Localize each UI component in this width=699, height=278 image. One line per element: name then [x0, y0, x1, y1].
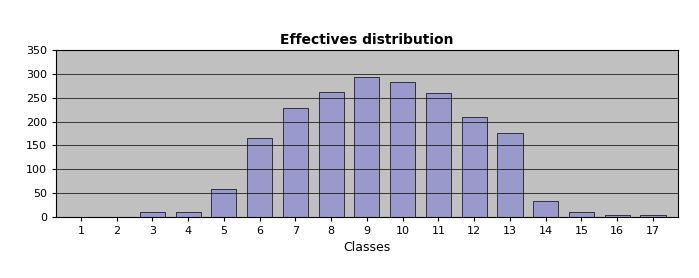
X-axis label: Classes: Classes [343, 241, 391, 254]
Title: Effectives distribution: Effectives distribution [280, 33, 454, 48]
Bar [354, 77, 380, 217]
Bar [390, 83, 415, 217]
Bar [283, 108, 308, 217]
Bar [498, 133, 523, 217]
Bar [640, 215, 665, 217]
Bar [569, 212, 594, 217]
Bar [140, 212, 165, 217]
Bar [175, 212, 201, 217]
Bar [426, 93, 451, 217]
Bar [605, 215, 630, 217]
Bar [533, 201, 559, 217]
Bar [319, 91, 344, 217]
Bar [247, 138, 272, 217]
Bar [462, 117, 487, 217]
Bar [212, 189, 236, 217]
